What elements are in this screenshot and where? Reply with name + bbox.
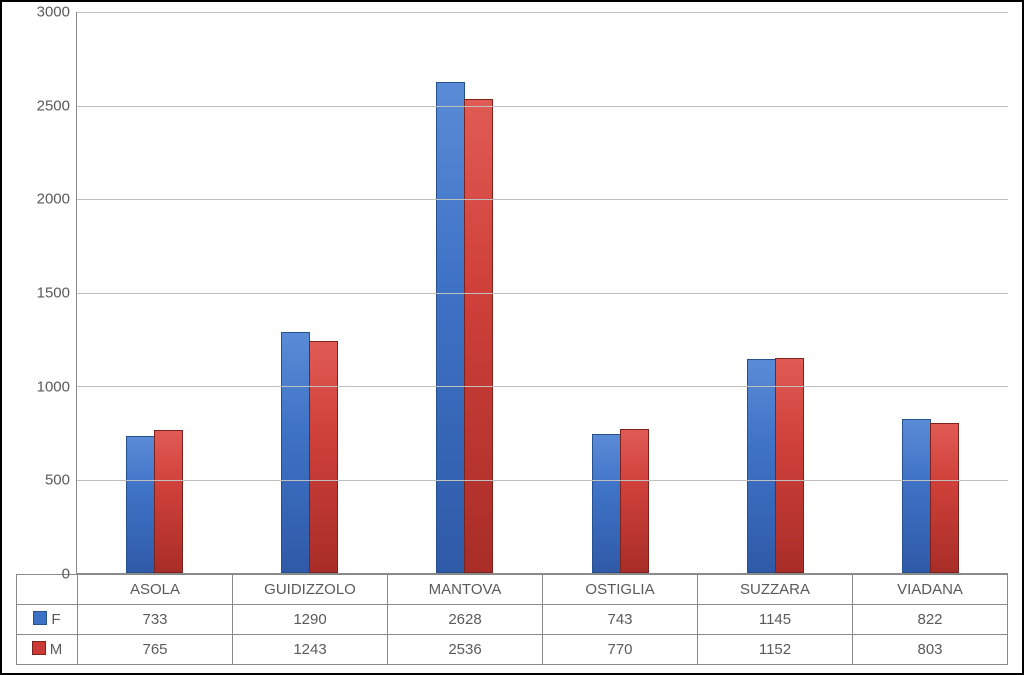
plot-area: [76, 12, 1008, 574]
y-tick-label: 0: [62, 566, 70, 583]
bar-F: [281, 332, 310, 573]
y-tick-label: 2000: [37, 191, 70, 208]
data-cell: 822: [853, 605, 1008, 635]
y-tick-label: 3000: [37, 4, 70, 21]
grid-line: [77, 199, 1008, 200]
y-tick-label: 500: [45, 472, 70, 489]
chart-frame: 0 500 1000 1500 2000 2500 3000 ASOLAGUIDIZZOLO…: [0, 0, 1024, 675]
data-cell: 803: [853, 635, 1008, 665]
bar-M: [309, 341, 338, 573]
bar-M: [154, 430, 183, 573]
category-header: OSTIGLIA: [543, 575, 698, 605]
data-cell: 1152: [698, 635, 853, 665]
y-tick-label: 1000: [37, 378, 70, 395]
bar-M: [930, 423, 959, 573]
legend-label: M: [50, 641, 63, 658]
bar-F: [126, 436, 155, 573]
category-header: MANTOVA: [388, 575, 543, 605]
grid-line: [77, 106, 1008, 107]
bar-M: [620, 429, 649, 573]
y-axis: 050010001500200025003000: [16, 12, 76, 574]
grid-line: [77, 12, 1008, 13]
data-cell: 770: [543, 635, 698, 665]
category-header: VIADANA: [853, 575, 1008, 605]
grid-line: [77, 293, 1008, 294]
data-cell: 1290: [233, 605, 388, 635]
data-cell: 765: [78, 635, 233, 665]
data-cell: 2536: [388, 635, 543, 665]
category-header: ASOLA: [78, 575, 233, 605]
bar-F: [747, 359, 776, 573]
bar-M: [464, 99, 493, 573]
bar-M: [775, 358, 804, 573]
data-cell: 733: [78, 605, 233, 635]
data-cell: 743: [543, 605, 698, 635]
data-cell: 2628: [388, 605, 543, 635]
legend-label: F: [51, 611, 60, 628]
data-table: ASOLAGUIDIZZOLOMANTOVAOSTIGLIASUZZARAVIA…: [16, 574, 1008, 665]
bar-F: [592, 434, 621, 573]
data-cell: 1145: [698, 605, 853, 635]
grid-line: [77, 386, 1008, 387]
grid-line: [77, 480, 1008, 481]
legend-cell-M: M: [17, 635, 78, 665]
y-tick-label: 1500: [37, 285, 70, 302]
chart-area: 050010001500200025003000: [16, 12, 1008, 574]
legend-cell-F: F: [17, 605, 78, 635]
category-header: SUZZARA: [698, 575, 853, 605]
category-header: GUIDIZZOLO: [233, 575, 388, 605]
legend-swatch-icon: [33, 611, 47, 625]
bar-F: [436, 82, 465, 573]
bar-F: [902, 419, 931, 573]
grid-line: [77, 573, 1008, 574]
legend-swatch-icon: [32, 641, 46, 655]
data-cell: 1243: [233, 635, 388, 665]
y-tick-label: 2500: [37, 97, 70, 114]
